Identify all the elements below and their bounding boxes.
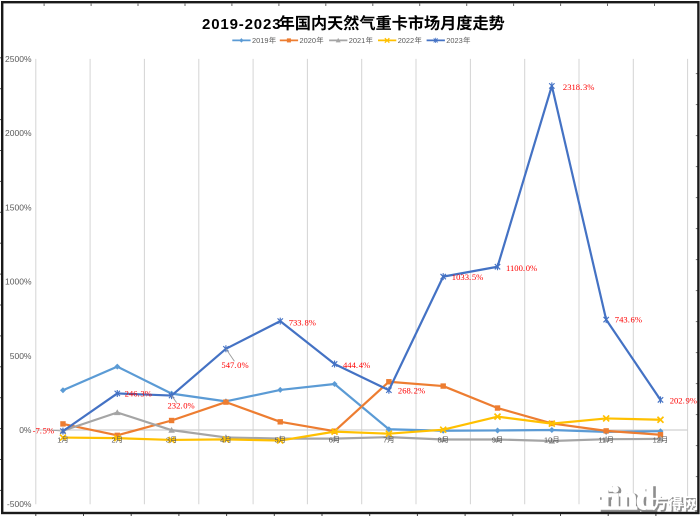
svg-text:4: 4 — [220, 435, 224, 444]
svg-text:7: 7 — [383, 435, 387, 444]
svg-text:find: find — [602, 482, 655, 516]
svg-text:232. 0%: 232. 0% — [168, 400, 195, 410]
svg-text:11: 11 — [598, 435, 606, 444]
svg-text:2000%: 2000% — [5, 128, 32, 138]
svg-text:10: 10 — [544, 435, 552, 444]
svg-text:1500%: 1500% — [5, 202, 32, 212]
svg-text:3: 3 — [166, 435, 170, 444]
svg-text:2019-2023: 2019-2023 — [202, 16, 281, 33]
svg-text:2023: 2023 — [446, 36, 462, 45]
svg-text:2019: 2019 — [252, 36, 268, 45]
svg-text:12: 12 — [653, 435, 661, 444]
svg-text:2500%: 2500% — [5, 54, 32, 64]
svg-text:444. 4%: 444. 4% — [343, 360, 370, 370]
svg-text:8: 8 — [437, 435, 441, 444]
svg-text:9: 9 — [492, 435, 496, 444]
svg-text:find: find — [601, 481, 654, 516]
svg-text:268. 2%: 268. 2% — [398, 386, 425, 396]
svg-text:733. 8%: 733. 8% — [289, 318, 316, 328]
svg-text:2: 2 — [112, 435, 116, 444]
svg-text:1033. 5%: 1033. 5% — [452, 272, 484, 282]
svg-text:500%: 500% — [10, 351, 32, 361]
svg-text:5: 5 — [274, 435, 278, 444]
svg-text:0%: 0% — [19, 425, 32, 435]
svg-text:2318. 3%: 2318. 3% — [563, 82, 595, 92]
svg-text:-7. 5%: -7. 5% — [33, 426, 54, 436]
svg-text:2020: 2020 — [300, 36, 316, 45]
svg-text:6: 6 — [329, 435, 333, 444]
svg-text:2022: 2022 — [398, 36, 414, 45]
svg-text:743. 6%: 743. 6% — [615, 315, 642, 325]
svg-text:1000%: 1000% — [5, 277, 32, 287]
svg-text:246. 3%: 246. 3% — [125, 389, 152, 399]
svg-text:-500%: -500% — [7, 499, 32, 509]
svg-text:202. 9%: 202. 9% — [670, 395, 697, 405]
svg-text:1100. 0%: 1100. 0% — [506, 263, 537, 273]
svg-text:2021: 2021 — [349, 36, 365, 45]
svg-text:1: 1 — [57, 435, 61, 444]
svg-text:547. 0%: 547. 0% — [221, 360, 248, 370]
